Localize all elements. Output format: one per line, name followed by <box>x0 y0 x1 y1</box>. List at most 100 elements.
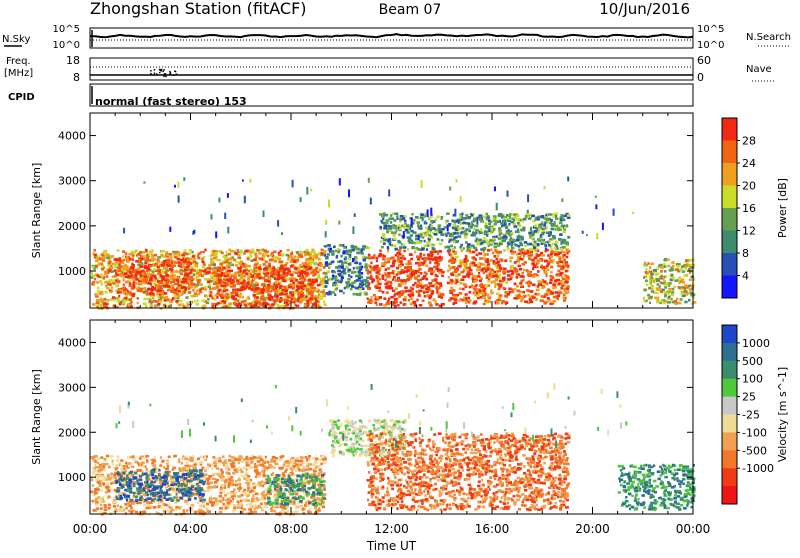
power-echo-cell <box>552 287 555 290</box>
power-echo-cell <box>93 303 96 306</box>
power-echo-cell <box>461 278 465 281</box>
power-echo-cell <box>370 198 372 205</box>
power-echo-cell <box>476 254 479 257</box>
power-echo-cell <box>685 268 687 271</box>
power-echo-cell <box>477 295 480 298</box>
power-echo-cell <box>448 241 450 244</box>
power-echo-cell <box>166 282 168 285</box>
power-echo-cell <box>337 248 340 251</box>
power-echo-cell <box>406 224 409 227</box>
power-echo-cell <box>674 300 677 303</box>
power-echo-cell <box>434 300 437 303</box>
power-echo-cell <box>479 284 482 287</box>
power-echo-cell <box>419 283 422 286</box>
power-echo-cell <box>189 272 192 275</box>
power-echo-cell <box>252 248 255 251</box>
power-echo-cell <box>106 287 109 290</box>
power-echo-cell <box>487 249 490 252</box>
power-echo-cell <box>255 257 257 260</box>
power-echo-cell <box>371 276 373 279</box>
power-echo-cell <box>424 240 426 243</box>
power-echo-cell <box>117 280 121 283</box>
power-echo-cell <box>145 278 148 281</box>
power-echo-cell <box>184 288 187 291</box>
power-echo-cell <box>546 241 548 244</box>
power-echo-cell <box>211 297 214 300</box>
power-echo-cell <box>430 251 434 254</box>
power-echo-cell <box>379 296 382 299</box>
power-echo-cell <box>668 284 670 287</box>
power-echo-cell <box>102 256 106 259</box>
freq-tick-bottom: 8 <box>73 71 80 84</box>
power-echo-cell <box>561 256 564 259</box>
power-echo-cell <box>550 266 553 269</box>
power-echo-cell <box>122 259 125 262</box>
power-echo-cell <box>431 227 435 230</box>
power-echo-cell <box>663 263 666 266</box>
power-echo-cell <box>344 287 346 290</box>
power-echo-cell <box>248 303 252 306</box>
power-echo-cell <box>351 246 354 249</box>
power-colorbar-swatch <box>722 141 737 164</box>
power-echo-cell <box>95 260 99 263</box>
power-echo-cell <box>537 261 540 264</box>
nave-tick-top: 60 <box>697 54 711 67</box>
power-echo-cell <box>275 282 279 285</box>
power-echo-cell <box>339 290 343 293</box>
power-echo-cell <box>536 266 539 269</box>
power-echo-cell <box>316 288 318 291</box>
power-echo-cell <box>512 239 515 242</box>
power-echo-cell <box>395 229 397 232</box>
power-echo-cell <box>392 290 395 293</box>
power-echo-cell <box>240 282 243 285</box>
velocity-echo-cell <box>265 456 267 459</box>
power-echo-cell <box>459 222 461 225</box>
power-echo-cell <box>359 288 362 291</box>
power-echo-cell <box>537 293 540 296</box>
power-echo-cell <box>470 226 473 229</box>
power-echo-cell <box>552 215 554 218</box>
velocity-echo-cell <box>267 461 270 464</box>
power-echo-cell <box>505 281 508 284</box>
power-echo-cell <box>358 271 361 274</box>
power-echo-cell <box>140 258 143 261</box>
power-echo-cell <box>339 178 341 185</box>
power-echo-cell <box>555 215 557 218</box>
power-echo-cell <box>353 267 355 270</box>
power-echo-cell <box>101 268 104 271</box>
power-echo-cell <box>201 258 203 261</box>
power-echo-cell <box>403 244 405 247</box>
power-echo-cell <box>201 299 205 302</box>
power-echo-cell <box>402 246 406 249</box>
power-echo-cell <box>321 249 324 252</box>
power-echo-cell <box>314 256 317 259</box>
power-echo-cell <box>450 282 454 285</box>
power-echo-cell <box>446 212 450 215</box>
power-echo-cell <box>464 260 467 263</box>
power-echo-cell <box>124 272 128 275</box>
velocity-echo-cell <box>104 509 108 512</box>
power-echo-cell <box>169 258 172 261</box>
power-echo-cell <box>324 303 327 306</box>
power-echo-cell <box>516 218 520 221</box>
power-echo-cell <box>474 276 477 279</box>
power-echo-cell <box>643 276 645 279</box>
power-echo-cell <box>163 292 167 295</box>
nsearch-tick-bottom: 10^0 <box>697 40 724 51</box>
velocity-echo-cell <box>229 455 231 458</box>
power-echo-cell <box>537 285 539 288</box>
power-echo-cell <box>511 273 514 276</box>
power-echo-cell <box>286 267 290 270</box>
power-echo-cell <box>453 296 457 299</box>
power-echo-cell <box>408 262 412 265</box>
power-echo-cell <box>586 234 588 236</box>
power-echo-cell <box>367 288 370 291</box>
power-echo-cell <box>102 259 105 262</box>
power-echo-cell <box>320 265 323 268</box>
power-echo-cell <box>645 280 648 283</box>
power-echo-cell <box>158 261 160 264</box>
velocity-echo-cell <box>213 473 217 476</box>
power-echo-cell <box>536 274 539 277</box>
power-echo-cell <box>393 238 396 241</box>
power-echo-cell <box>534 218 536 221</box>
